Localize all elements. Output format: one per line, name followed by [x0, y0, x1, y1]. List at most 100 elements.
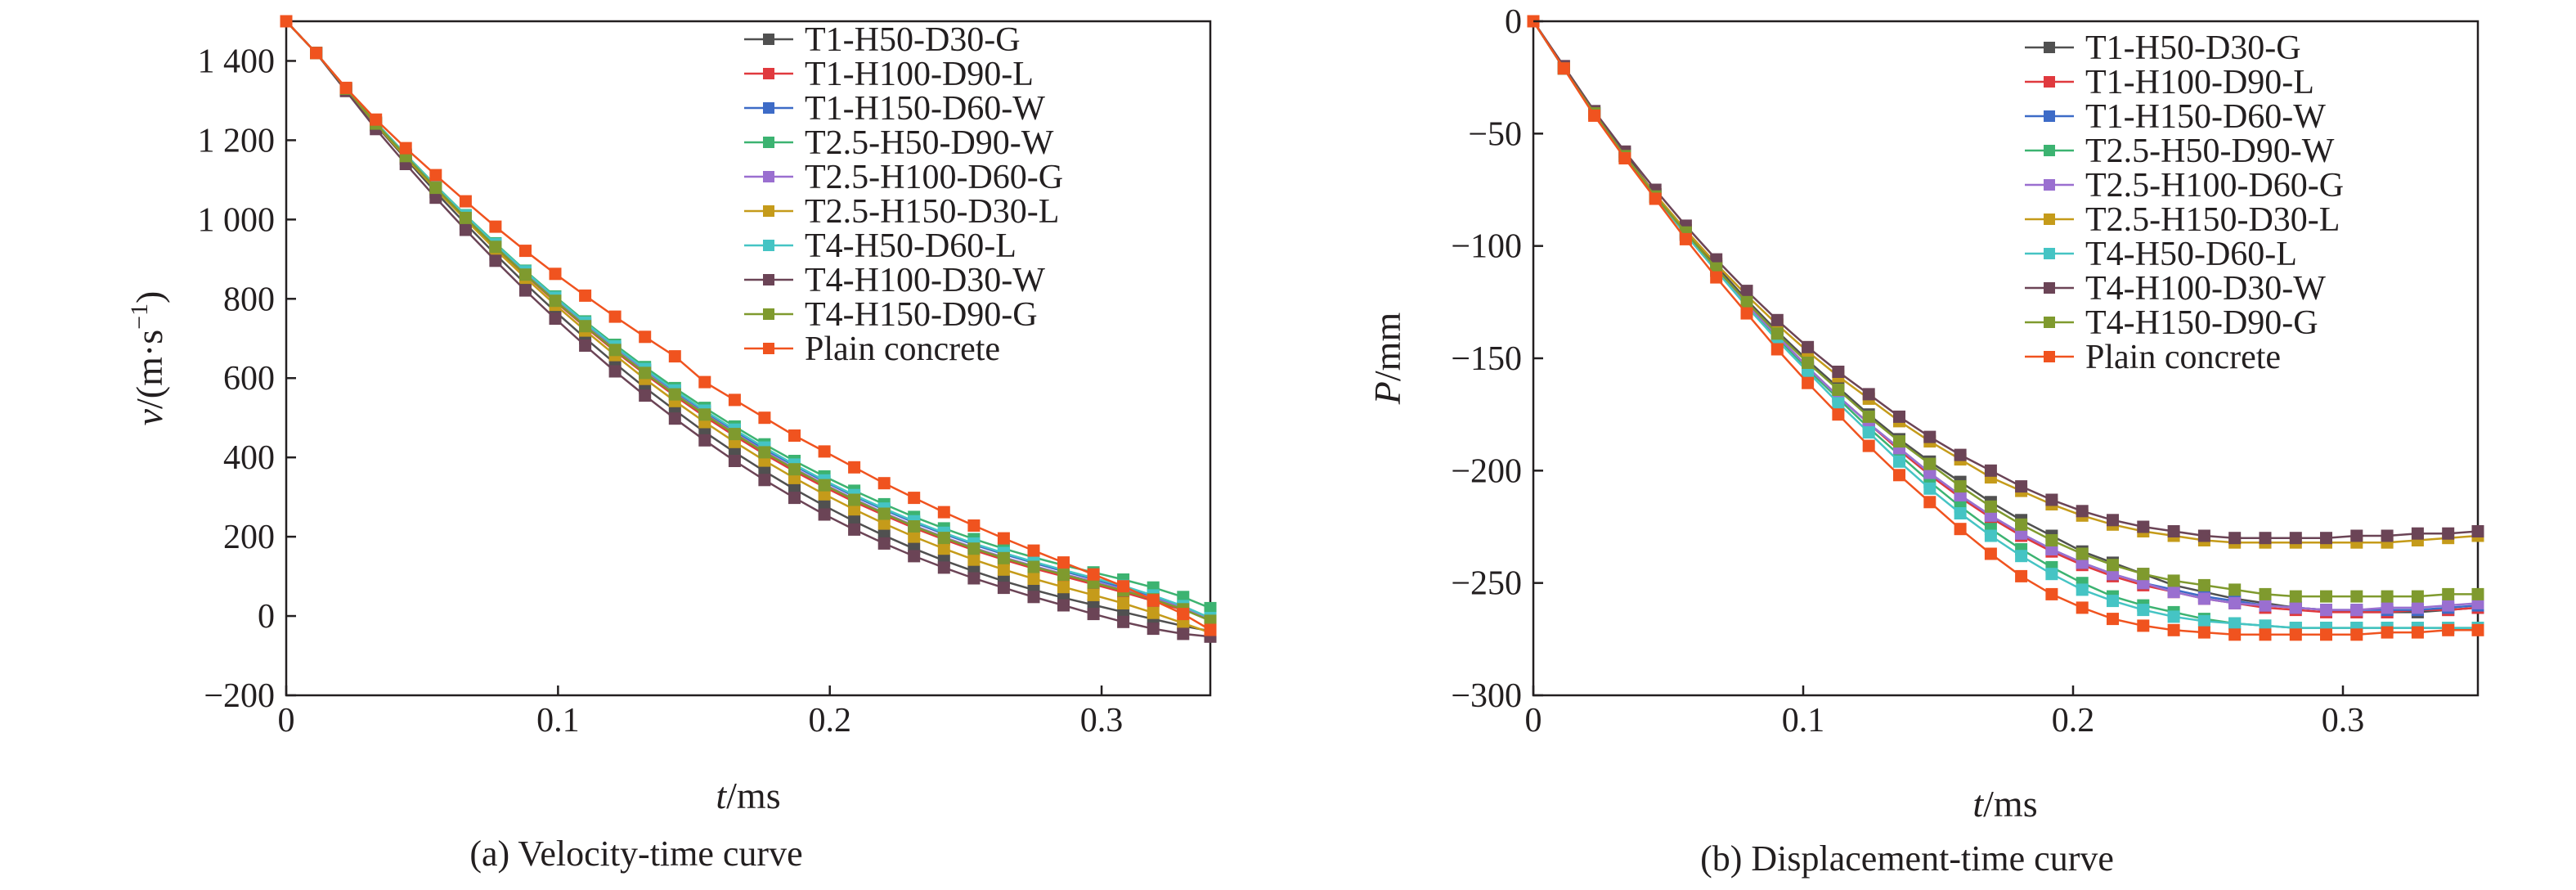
series-layer [280, 15, 1217, 643]
data-point [399, 142, 412, 155]
data-point [2015, 518, 2028, 531]
x-tick-label: 0.3 [1080, 702, 1124, 739]
series-line [1532, 20, 2479, 611]
data-point [877, 477, 891, 490]
data-point [1770, 327, 1784, 340]
data-point [1862, 439, 1875, 452]
data-point [2076, 583, 2089, 596]
legend-label: T1-H50-D30-G [2085, 29, 2301, 67]
data-point [1832, 366, 1845, 378]
data-point [1862, 426, 1875, 439]
data-point [1057, 556, 1070, 569]
data-point [1177, 627, 1190, 641]
data-point [698, 375, 711, 389]
series-plain-concrete [280, 15, 1217, 636]
series-t1-h100-d90-l [280, 15, 1217, 624]
legend-label: Plain concrete [805, 330, 1000, 368]
data-point [1087, 588, 1100, 601]
data-point [1862, 410, 1875, 423]
data-point [2320, 590, 2332, 603]
series-t2-5-h50-d90-w [1527, 15, 2484, 635]
data-point [1802, 357, 1815, 369]
legend-label: T4-H150-D90-G [805, 296, 1038, 334]
legend-label: T1-H100-D90-L [2085, 64, 2314, 101]
data-point [2411, 626, 2424, 639]
y-tick-label: 1 400 [198, 43, 276, 80]
data-point [1057, 569, 1070, 582]
data-point [459, 195, 472, 208]
data-point [788, 492, 801, 505]
data-point [997, 551, 1010, 564]
data-point [429, 191, 442, 205]
data-point [2167, 610, 2180, 623]
data-point [2167, 525, 2180, 537]
data-point [608, 365, 622, 378]
data-point [1954, 507, 1967, 519]
x-axis-label: t/ms [1972, 783, 2037, 825]
data-point [668, 412, 681, 425]
series-line [285, 20, 1211, 634]
data-point [908, 492, 921, 505]
legend-label: T2.5-H50-D90-W [805, 124, 1054, 162]
data-point [1618, 152, 1631, 164]
data-point [1679, 232, 1692, 245]
legend-label: T1-H150-D60-W [805, 90, 1045, 128]
displacement-time-panel: 0 0.1 0.2 0.3 −300 −250 −200 −150 −100 −50 0 T1-H5… [1367, 3, 2484, 879]
data-point [698, 408, 711, 421]
data-point [2197, 614, 2210, 627]
data-point [1177, 608, 1190, 621]
legend-item: T1-H100-D90-L [2025, 64, 2314, 101]
data-point [1027, 573, 1040, 585]
y-tick-label: −150 [1451, 340, 1522, 378]
legend-item: T2.5-H100-D60-G [744, 159, 1063, 196]
data-point [2442, 587, 2455, 600]
legend-label: T2.5-H50-D90-W [2085, 133, 2335, 170]
legend-label: T1-H150-D60-W [2085, 98, 2326, 136]
legend-item: T4-H150-D90-G [744, 296, 1038, 334]
x-tick-label: 0.3 [2322, 702, 2365, 739]
legend-label: T1-H100-D90-L [805, 56, 1034, 93]
data-point [2076, 547, 2089, 560]
data-point [2228, 628, 2242, 641]
y-tick-label: 1 200 [198, 122, 276, 160]
data-point [2259, 532, 2272, 545]
data-point [2228, 532, 2242, 545]
data-point [2015, 569, 2028, 582]
data-point [1954, 523, 1967, 536]
data-point [339, 81, 352, 94]
legend-label: T4-H50-D60-L [2085, 236, 2297, 273]
plot-frame [1532, 20, 2480, 697]
data-point [608, 310, 622, 323]
data-point [2471, 623, 2484, 636]
data-point [2107, 595, 2119, 608]
data-point [2197, 626, 2210, 639]
data-point [1893, 469, 1905, 482]
data-point [2228, 596, 2242, 609]
data-point [1984, 464, 1997, 477]
data-point [1588, 109, 1601, 122]
data-point [1710, 271, 1723, 284]
series-plain-concrete [1527, 15, 2484, 641]
data-point [1954, 480, 1967, 493]
data-point [1984, 547, 1997, 560]
series-t4-h50-d60-l [280, 15, 1217, 624]
series-line [285, 20, 1211, 638]
legend-marker [763, 102, 774, 114]
data-point [937, 542, 950, 555]
legend-marker [2044, 317, 2055, 328]
legend: T1-H50-D30-GT1-H100-D90-LT1-H150-D60-WT2… [2025, 29, 2344, 376]
data-point [877, 517, 891, 530]
legend-label: T4-H150-D90-G [2085, 304, 2318, 342]
data-point [1770, 313, 1784, 326]
series-line [285, 20, 1211, 619]
y-tick-label: −200 [204, 677, 275, 715]
data-point [668, 350, 681, 363]
series-t4-h150-d90-g [280, 15, 1217, 627]
data-point [2015, 480, 2028, 493]
data-point [788, 429, 801, 442]
series-t4-h150-d90-g [1527, 15, 2484, 603]
data-point [2107, 559, 2119, 572]
